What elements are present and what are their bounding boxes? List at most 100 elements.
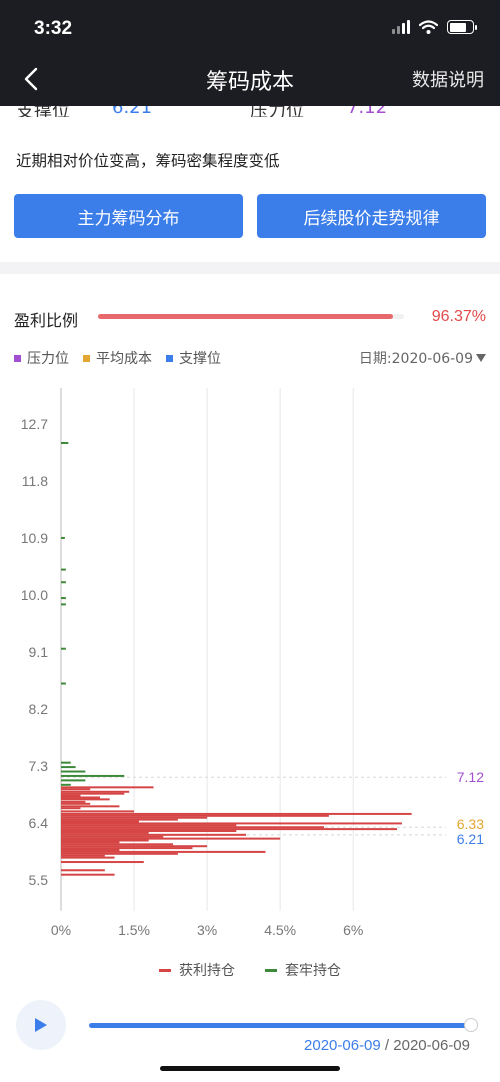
trapped-bar (61, 783, 71, 786)
y-tick-label: 10.0 (21, 587, 48, 603)
x-tick-label: 1.5% (118, 922, 150, 938)
trapped-bar (61, 441, 69, 444)
y-tick-label: 5.5 (29, 872, 49, 888)
pressure-value: 7.12 (347, 97, 388, 118)
y-tick-label: 6.4 (29, 815, 49, 831)
pressure-label: 压力位 (250, 101, 304, 122)
profit-bar (61, 856, 115, 859)
avg-cost-swatch (83, 354, 90, 362)
play-icon (35, 1018, 47, 1032)
back-button[interactable] (16, 62, 46, 96)
legend-pressure: 压力位 (14, 348, 69, 368)
trapped-bar (61, 568, 66, 571)
profit-bar (61, 831, 149, 834)
caret-down-icon (476, 354, 486, 362)
status-icons (392, 20, 477, 34)
top-bar: 3:32 筹码成本 数据说明 (0, 0, 500, 106)
cellular-signal-icon (392, 20, 410, 34)
profit-bar (61, 828, 398, 831)
pressure-swatch (14, 354, 21, 362)
date-selector[interactable]: 日期:2020-06-09 (359, 348, 486, 368)
trapped-bar (61, 597, 66, 600)
profit-bar (61, 835, 164, 838)
x-tick-label: 4.5% (264, 922, 296, 938)
legend-trapped-hold-label: 套牢持仓 (285, 963, 341, 979)
profit-ratio-fill (98, 314, 393, 319)
trapped-bar (61, 682, 66, 685)
legend-avg-cost-label: 平均成本 (96, 351, 152, 367)
chevron-left-icon (24, 67, 38, 91)
profit-bar (61, 798, 110, 801)
legend-support-label: 支撑位 (179, 351, 221, 367)
y-tick-label: 11.8 (22, 473, 48, 489)
current-date: 2020-06-09 (304, 1037, 381, 1054)
y-tick-label: 12.7 (21, 416, 48, 432)
profit-bar (61, 800, 86, 803)
profit-bar (61, 854, 105, 857)
profit-bar (61, 839, 149, 842)
profit-bar (61, 786, 154, 789)
data-explanation-link[interactable]: 数据说明 (412, 70, 484, 91)
profit-bar (61, 843, 174, 846)
legend-trapped-hold: 套牢持仓 (265, 960, 341, 980)
support-swatch (166, 354, 173, 362)
support-pressure-row: 支撑位 6.21 压力位 7.12 (16, 97, 484, 118)
trapped-bar (61, 766, 76, 769)
section-divider (0, 262, 500, 274)
y-tick-label: 10.9 (21, 530, 48, 546)
battery-icon (447, 20, 477, 34)
legend-profit-hold: 获利持仓 (159, 960, 235, 980)
legend-profit-hold-label: 获利持仓 (179, 963, 235, 979)
profit-bar (61, 816, 208, 819)
date-slider-track[interactable] (89, 1023, 472, 1028)
profit-ratio-bar (98, 314, 404, 319)
trapped-hold-swatch (265, 968, 277, 972)
home-indicator (160, 1066, 340, 1071)
profit-bar (61, 792, 125, 795)
profit-bar (61, 807, 81, 810)
profit-bar (61, 805, 120, 808)
profit-bar (61, 818, 178, 821)
profit-bar (61, 824, 237, 827)
profit-bar (61, 788, 91, 791)
profit-hold-swatch (159, 968, 171, 972)
support-value: 6.21 (112, 97, 153, 118)
profit-ratio-label: 盈利比例 (14, 311, 79, 330)
series-legend: 获利持仓 套牢持仓 (0, 960, 500, 980)
profit-bar (61, 820, 139, 823)
legend-avg-cost: 平均成本 (83, 348, 152, 368)
profit-bar (61, 802, 91, 805)
marker-label: 7.12 (457, 769, 484, 785)
support-label: 支撑位 (16, 101, 70, 122)
profit-bar (61, 873, 115, 876)
x-tick-label: 6% (343, 922, 363, 938)
profit-bar (61, 830, 237, 833)
chip-distribution-chart: 0% 1.5% 3% 4.5% 6% 12.7 11.8 10.9 10.0 9.1 8.2 7.3 6… (21, 388, 484, 938)
main-chip-distribution-button[interactable]: 主力筹码分布 (14, 194, 243, 238)
profit-bar (61, 849, 120, 852)
legend-support: 支撑位 (166, 348, 221, 368)
page-title: 筹码成本 (205, 70, 294, 95)
profit-bar (61, 869, 105, 872)
profit-bar (61, 790, 130, 793)
y-tick-label: 8.2 (29, 701, 49, 717)
marker-label: 6.33 (457, 816, 484, 832)
x-tick-label: 3% (197, 922, 217, 938)
play-button[interactable] (16, 1000, 66, 1050)
date-selector-label: 日期:2020-06-09 (358, 351, 473, 367)
profit-bar (61, 845, 208, 848)
profit-bar (61, 814, 329, 817)
date-slider-thumb[interactable] (464, 1018, 478, 1032)
profit-bar (61, 833, 247, 836)
profit-bar (61, 826, 324, 829)
trapped-bar (61, 581, 66, 584)
profit-bar (61, 841, 120, 844)
price-trend-pattern-button[interactable]: 后续股价走势规律 (257, 194, 486, 238)
profit-bar (61, 852, 178, 855)
trapped-bar (61, 603, 66, 606)
profit-bar (61, 847, 193, 850)
profit-bar (61, 812, 412, 815)
status-time: 3:32 (34, 18, 73, 39)
profit-bar (61, 810, 135, 813)
profit-ratio-value: 96.37% (431, 308, 486, 325)
